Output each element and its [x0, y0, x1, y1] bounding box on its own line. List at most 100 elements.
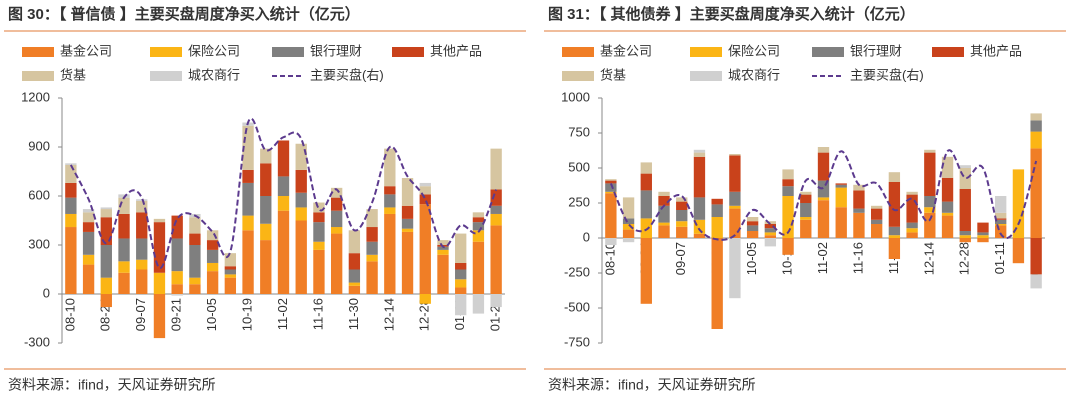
bar-segment — [888, 226, 901, 236]
legend-swatch — [150, 47, 182, 57]
bar-segment — [348, 253, 361, 270]
bar-segment — [693, 219, 706, 234]
bar-segment — [490, 205, 502, 214]
x-tick-label: 12-14 — [381, 298, 396, 331]
bar-segment — [419, 186, 431, 195]
x-tick-label: 10-05 — [744, 242, 759, 275]
bar-segment — [153, 218, 166, 223]
y-tick-label: 1200 — [21, 89, 50, 104]
bar-segment — [348, 282, 361, 286]
bar-segment — [764, 228, 777, 233]
bar-segment — [455, 294, 467, 316]
bar-segment — [206, 240, 219, 250]
bar-segment — [171, 215, 183, 239]
bar-segment — [658, 205, 670, 223]
bar-segment — [242, 125, 254, 170]
bar-segment — [977, 232, 989, 236]
bar-segment — [782, 238, 794, 255]
bar-segment — [295, 207, 307, 221]
bar-segment — [82, 254, 95, 265]
bar-segment — [605, 183, 617, 192]
bar-segment — [941, 212, 954, 216]
bar-segment — [136, 238, 148, 260]
legend-swatch — [690, 71, 722, 81]
bar-segment — [490, 225, 502, 294]
bar-segment — [472, 212, 485, 218]
legend-label: 保险公司 — [188, 43, 240, 58]
bar-segment — [490, 189, 502, 206]
x-tick-label: 10-05 — [204, 298, 219, 331]
legend-label: 货基 — [60, 67, 86, 82]
y-tick-label: 600 — [28, 187, 50, 202]
bar-segment — [171, 271, 183, 285]
bar-segment — [224, 274, 237, 278]
bar-segment — [366, 209, 378, 228]
legend-swatch — [562, 47, 594, 57]
bar-segment — [171, 294, 183, 296]
bar-segment — [640, 162, 652, 174]
bar-segment — [941, 177, 954, 202]
bar-segment — [401, 228, 414, 232]
bar-segment — [455, 233, 467, 263]
bar-segment — [419, 194, 431, 205]
y-tick-label: 750 — [568, 124, 590, 139]
bar-segment — [260, 148, 272, 164]
bar-segment — [295, 169, 307, 193]
bar-segment — [153, 272, 166, 294]
legend-label: 城农商行 — [188, 67, 240, 82]
bar-segment — [348, 269, 361, 283]
bar-segment — [746, 217, 759, 222]
legend-label: 基金公司 — [600, 43, 652, 58]
bar-segment — [959, 238, 971, 243]
bar-segment — [118, 261, 130, 273]
bar-segment — [888, 182, 901, 227]
legend-swatch — [272, 47, 304, 57]
source: 资料来源：ifind，天风证券研究所 — [548, 377, 756, 393]
bar-segment — [455, 262, 467, 270]
bar-segment — [853, 212, 865, 238]
bar-segment — [924, 152, 936, 196]
legend-swatch — [690, 47, 722, 57]
y-tick-label: -500 — [564, 299, 590, 314]
bar-segment — [189, 284, 201, 294]
bar-segment — [295, 220, 307, 294]
bar-segment — [136, 269, 148, 294]
bar-segment — [693, 149, 706, 153]
bar-segment — [100, 217, 112, 245]
bar-segment — [1030, 120, 1042, 132]
y-tick-label: -750 — [564, 334, 590, 349]
bar-segment — [924, 149, 936, 153]
bar-segment — [384, 207, 396, 214]
bar-segment — [729, 191, 741, 206]
bar-segment — [729, 238, 741, 299]
bar-segment — [835, 207, 847, 238]
legend-label: 银行理财 — [310, 43, 362, 58]
source: 资料来源：ifind，天风证券研究所 — [8, 377, 216, 393]
legend-label: 主要买盘(右) — [850, 67, 924, 82]
bar-segment — [924, 212, 936, 238]
legend-label: 其他产品 — [970, 43, 1022, 58]
bar-segment — [437, 246, 449, 250]
bar-segment — [313, 249, 325, 294]
bar-segment — [1030, 131, 1042, 149]
bar-segment — [995, 218, 1007, 220]
x-tick-label: 11-02 — [815, 242, 830, 274]
bar-segment — [313, 241, 325, 250]
bar-segment — [640, 238, 652, 304]
bar-segment — [622, 229, 635, 238]
legend-label: 主要买盘(右) — [310, 67, 384, 82]
bar-segment — [118, 194, 130, 198]
x-tick-label: 08-10 — [62, 298, 77, 331]
bar-segment — [977, 238, 989, 243]
bar-segment — [693, 152, 706, 157]
bar-segment — [764, 224, 777, 229]
bar-segment — [455, 279, 467, 288]
bar-segment — [118, 213, 130, 239]
bar-segment — [764, 221, 777, 224]
bar-segment — [605, 191, 617, 194]
legend-label: 货基 — [600, 67, 626, 82]
bar-segment — [870, 205, 883, 209]
bar-segment — [995, 219, 1007, 224]
bar-segment — [419, 294, 431, 304]
bar-segment — [171, 284, 183, 294]
